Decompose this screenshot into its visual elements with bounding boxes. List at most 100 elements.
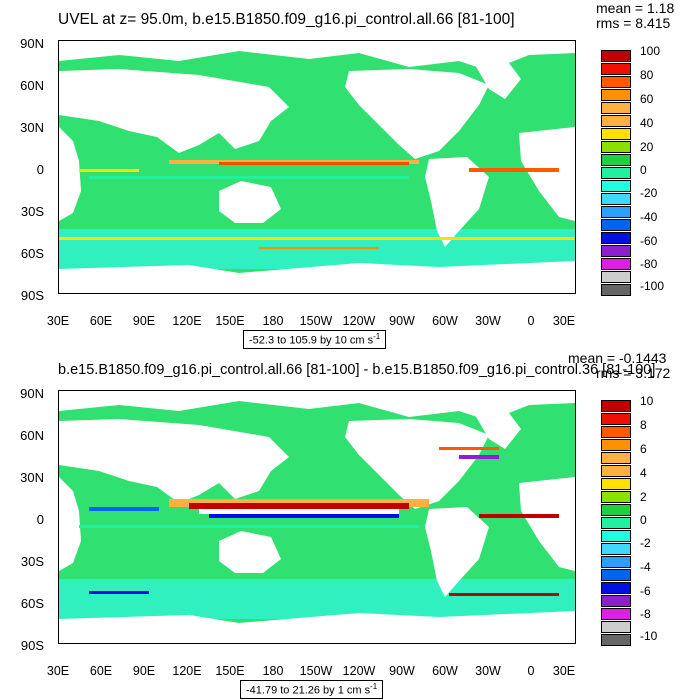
colorbar-label: 4 [640, 466, 647, 480]
velocity-map [58, 40, 576, 294]
colorbar-cell [601, 50, 631, 62]
lon-label: 90W [389, 664, 415, 678]
lon-label: 120W [342, 664, 376, 678]
colorbar-label: -60 [640, 234, 658, 248]
lon-label: 60E [89, 314, 113, 328]
lon-label: 30E [46, 664, 70, 678]
colorbar-cell [601, 413, 631, 425]
lat-label: 60N [20, 428, 44, 443]
colorbar-cell [601, 232, 631, 244]
colorbar-cell [601, 504, 631, 516]
colorbar-label: -6 [640, 584, 651, 598]
contour-range-box: -41.79 to 21.26 by 1 cm s-1 [240, 680, 384, 699]
colorbar-cell [601, 180, 631, 192]
top-panel: UVEL at z= 95.0m, b.e15.B1850.f09_g16.pi… [20, 0, 675, 349]
colorbar-cell [601, 76, 631, 88]
lat-label: 60S [20, 596, 44, 611]
colorbar [601, 50, 631, 296]
lon-label: 90E [132, 664, 156, 678]
map-field [59, 41, 575, 293]
lat-label: 30S [20, 204, 44, 219]
rms-stat: rms = 8.415 [596, 15, 671, 31]
mean-stat: mean = -0.1443 [568, 350, 667, 366]
lon-label: 120E [172, 314, 202, 328]
lat-label: 90N [20, 36, 44, 51]
lon-label: 30W [475, 664, 501, 678]
colorbar-cell [601, 193, 631, 205]
colorbar-label: 40 [640, 116, 654, 130]
colorbar-label: -4 [640, 560, 651, 574]
lon-label: 150E [215, 664, 245, 678]
colorbar-cell [601, 530, 631, 542]
colorbar-cell [601, 452, 631, 464]
lat-label: 30N [20, 470, 44, 485]
colorbar-cell [601, 271, 631, 283]
colorbar-label: -80 [640, 257, 658, 271]
colorbar-cell [601, 621, 631, 633]
colorbar-cell [601, 154, 631, 166]
lon-label: 30E [552, 314, 576, 328]
colorbar-label: -8 [640, 607, 651, 621]
lon-label: 150W [299, 314, 333, 328]
rms-stat: rms = 3.172 [596, 365, 671, 381]
colorbar-label: -100 [640, 279, 665, 293]
lon-label: 0 [527, 314, 535, 328]
colorbar-cell [601, 245, 631, 257]
colorbar-cell [601, 167, 631, 179]
colorbar-cell [601, 63, 631, 75]
contour-range-box: -52.3 to 105.9 by 10 cm s-1 [243, 330, 387, 349]
lon-label: 90W [389, 314, 415, 328]
colorbar-cell [601, 284, 631, 296]
lon-label: 150E [215, 314, 245, 328]
colorbar-label: -2 [640, 536, 651, 550]
panel-title: b.e15.B1850.f09_g16.pi_control.all.66 [8… [58, 362, 656, 378]
colorbar-cell [601, 595, 631, 607]
colorbar-cell [601, 582, 631, 594]
map-field [59, 391, 575, 643]
lat-label: 90N [20, 386, 44, 401]
mean-stat: mean = 1.18 [596, 0, 675, 16]
colorbar-cell [601, 258, 631, 270]
colorbar-label: 6 [640, 442, 647, 456]
colorbar-cell [601, 89, 631, 101]
lon-label: 180 [262, 314, 284, 328]
bottom-panel: b.e15.B1850.f09_g16.pi_control.all.66 [8… [0, 350, 700, 700]
colorbar-label: 80 [640, 68, 654, 82]
lon-label: 90E [132, 314, 156, 328]
colorbar-label: 2 [640, 490, 647, 504]
colorbar-cell [601, 102, 631, 114]
lat-label: 30S [20, 554, 44, 569]
lat-label: 0 [36, 162, 44, 177]
colorbar-label: 8 [640, 418, 647, 432]
colorbar-label: 100 [640, 44, 661, 58]
colorbar-cell [601, 219, 631, 231]
lat-label: 60N [20, 78, 44, 93]
colorbar-label: 0 [640, 513, 647, 527]
colorbar-label: 20 [640, 140, 654, 154]
colorbar-cell [601, 206, 631, 218]
colorbar-label: 60 [640, 92, 654, 106]
lon-label: 60W [432, 664, 458, 678]
colorbar-cell [601, 115, 631, 127]
lon-label: 60E [89, 664, 113, 678]
colorbar-cell [601, 439, 631, 451]
colorbar-label: -20 [640, 186, 658, 200]
colorbar-cell [601, 400, 631, 412]
colorbar-label: 10 [640, 394, 654, 408]
colorbar-cell [601, 608, 631, 620]
colorbar-cell [601, 634, 631, 646]
colorbar-cell [601, 569, 631, 581]
colorbar-label: -40 [640, 210, 658, 224]
difference-map [58, 390, 576, 644]
panel-title: UVEL at z= 95.0m, b.e15.B1850.f09_g16.pi… [58, 11, 515, 28]
lon-label: 150W [299, 664, 333, 678]
colorbar-cell [601, 491, 631, 503]
lon-label: 30E [552, 664, 576, 678]
colorbar-cell [601, 141, 631, 153]
lat-label: 90S [20, 288, 44, 303]
colorbar-cell [601, 465, 631, 477]
colorbar [601, 400, 631, 646]
lon-label: 60W [432, 314, 458, 328]
colorbar-cell [601, 543, 631, 555]
lon-label: 180 [262, 664, 284, 678]
